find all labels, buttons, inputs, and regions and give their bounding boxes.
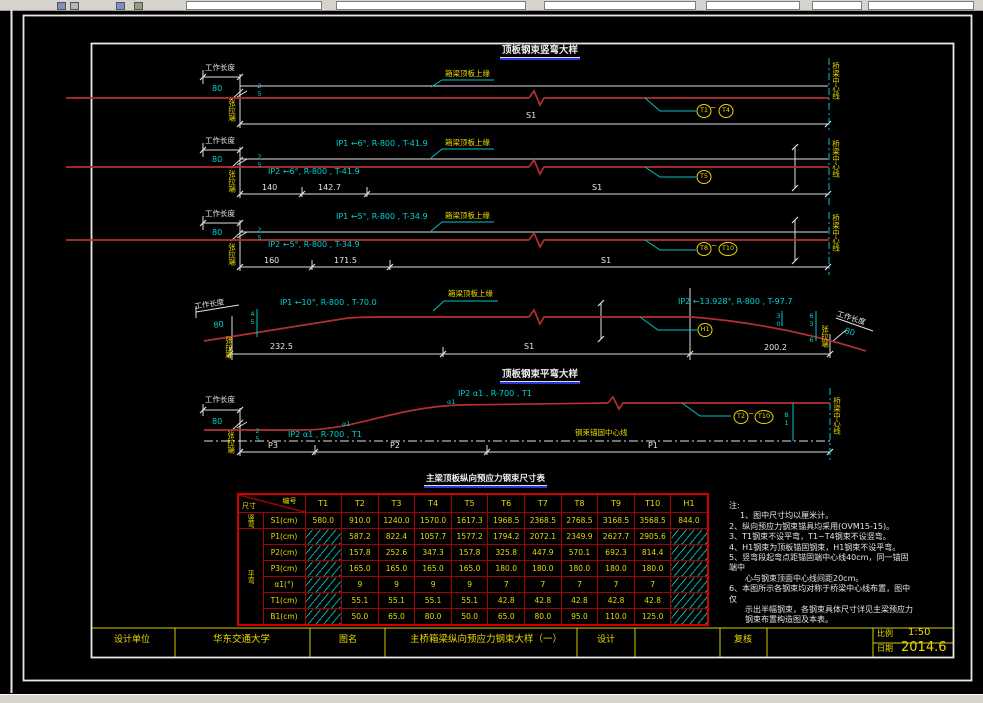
tilde: ~ <box>748 409 755 418</box>
taskbar-edge <box>0 694 983 703</box>
toolbar-field[interactable] <box>868 1 974 10</box>
tendon-balloon-label: T10 <box>721 244 735 252</box>
toolbar-icon[interactable] <box>57 2 66 10</box>
bridge-centerline-label: 桥梁中心线 <box>832 397 842 435</box>
b1-dim-label: B1 <box>782 411 791 427</box>
offset-dim: 25 <box>255 153 264 169</box>
work-length-value: 80 <box>212 228 223 237</box>
alpha1-mark: α1 <box>342 420 351 428</box>
toolbar-field[interactable] <box>186 1 322 10</box>
tilde: ~ <box>711 241 718 250</box>
tilde: ~ <box>710 103 717 112</box>
span-dim-label: S1 <box>592 183 603 192</box>
drawing-name-value: 主桥箱梁纵向预应力钢束大样（一） <box>410 634 563 645</box>
design-unit-value: 华东交通大学 <box>213 634 271 645</box>
work-length-value: 80 <box>212 155 223 164</box>
checker-label: 复核 <box>734 635 753 645</box>
tension-end-label: 张拉端 <box>227 243 237 266</box>
work-length-value: 80 <box>212 84 223 93</box>
work-length-value: 80 <box>212 417 223 426</box>
plan-detail-title: 顶板钢束平弯大样 <box>500 369 581 382</box>
elevation-detail-title: 顶板钢束竖弯大样 <box>500 45 581 58</box>
span-dim-label: S1 <box>601 256 612 265</box>
ip1-label: IP1 ←5°, R-800 , T-34.9 <box>336 212 428 221</box>
tendon-balloon-label: T8 <box>699 244 709 252</box>
bridge-centerline-label: 桥梁中心线 <box>831 214 841 252</box>
offset-dim-63-6: 63.6 <box>807 312 816 344</box>
drawing-name-label: 图名 <box>339 635 358 645</box>
scale-label: 比例 <box>877 629 893 638</box>
slab-top-edge-label: 箱梁顶板上缘 <box>445 138 490 147</box>
slab-top-edge-label: 箱梁顶板上缘 <box>445 211 490 220</box>
notes: 注: 1、图中尺寸均以厘米计。 2、纵向预应力钢束锚具均采用(OVM15-15)。 3… <box>729 501 913 625</box>
work-length-value: 80 <box>212 319 225 330</box>
tension-end-label: 张拉端 <box>224 336 234 359</box>
dim-200-2: 200.2 <box>764 343 787 352</box>
scale-value: 1:50 <box>908 627 931 638</box>
work-length-label: 工作长度 <box>205 63 235 72</box>
design-unit-label: 设计单位 <box>114 635 151 645</box>
dim-142-7: 142.7 <box>318 183 341 192</box>
toolbar-field[interactable] <box>336 1 526 10</box>
toolbar-field[interactable] <box>544 1 696 10</box>
toolbar-icon[interactable] <box>70 2 79 10</box>
ip2-label: IP2 ←6°, R-800 , T-41.9 <box>268 167 360 176</box>
tension-end-label: 张拉端 <box>820 325 830 348</box>
tendon-balloon-label: H1 <box>700 325 710 333</box>
work-length-label: 工作长度 <box>205 136 235 145</box>
tendon-balloon-label: T4 <box>721 106 731 114</box>
zoom-icon[interactable] <box>116 2 125 10</box>
work-length-label: 工作长度 <box>205 209 235 218</box>
dim-160: 160 <box>264 256 280 265</box>
table-title: 主梁顶板纵向预应力钢束尺寸表 <box>424 474 548 486</box>
toolbar-field[interactable] <box>812 1 862 10</box>
alpha1-mark: α1 <box>447 398 456 406</box>
ip2-label: IP2 ←13.928°, R-800 , T-97.7 <box>678 297 793 306</box>
slab-top-edge-label: 箱梁顶板上缘 <box>448 289 493 298</box>
tendon-balloon-label: T5 <box>699 172 709 180</box>
dim-171-5: 171.5 <box>334 256 357 265</box>
designer-label: 设计 <box>597 635 616 645</box>
tendon-balloon-label: T10 <box>757 412 771 420</box>
work-length-label: 工作长度 <box>205 395 235 404</box>
tension-end-label: 张拉端 <box>227 170 237 193</box>
tension-end-label: 张拉端 <box>226 431 236 454</box>
ip-upper-label: IP2 α1 , R-700 , T1 <box>458 389 532 398</box>
dim-p3: P3 <box>268 441 278 450</box>
offset-dim: 25 <box>253 427 262 443</box>
toolbar[interactable] <box>0 0 983 11</box>
bridge-centerline-label: 桥梁中心线 <box>831 140 841 178</box>
dim-232-5: 232.5 <box>270 342 293 351</box>
tension-end-label: 张拉端 <box>227 99 237 122</box>
date-label: 日期 <box>877 644 893 653</box>
ip2-label: IP2 ←5°, R-800 , T-34.9 <box>268 240 360 249</box>
bridge-centerline-label: 桥梁中心线 <box>831 62 841 100</box>
tendon-table: 编号 尺寸 T1 T2 T3 T4 T5 T6 T7 T8 T9 T10 H1 竖弯 S1(cm) 580.0… <box>237 493 709 626</box>
dim-p2: P2 <box>390 441 400 450</box>
offset-dim: 25 <box>255 226 264 242</box>
offset-dim-45: 45 <box>248 310 257 326</box>
toolbar-field[interactable] <box>706 1 800 10</box>
span-dim-label: S1 <box>526 111 537 120</box>
ip1-label: IP1 ←6°, R-800 , T-41.9 <box>336 139 428 148</box>
offset-dim-30: 30 <box>774 312 783 328</box>
ip-lower-label: IP2 α1 , R-700 , T1 <box>288 430 362 439</box>
tendon-balloon-label: T1 <box>699 106 709 114</box>
date-value: 2014.6 <box>901 640 947 655</box>
toolbar-icon[interactable] <box>134 2 143 10</box>
dim-p1: P1 <box>648 441 658 450</box>
ip1-label: IP1 ←10°, R-800 , T-70.0 <box>280 298 377 307</box>
tendon-balloon-label: T2 <box>736 412 746 420</box>
slab-top-edge-label: 箱梁顶板上缘 <box>445 69 490 78</box>
offset-dim: 25 <box>255 82 264 98</box>
anchor-centerline-label: 钢束锚固中心线 <box>573 428 630 437</box>
span-dim-label: S1 <box>524 342 535 351</box>
dim-140: 140 <box>262 183 278 192</box>
